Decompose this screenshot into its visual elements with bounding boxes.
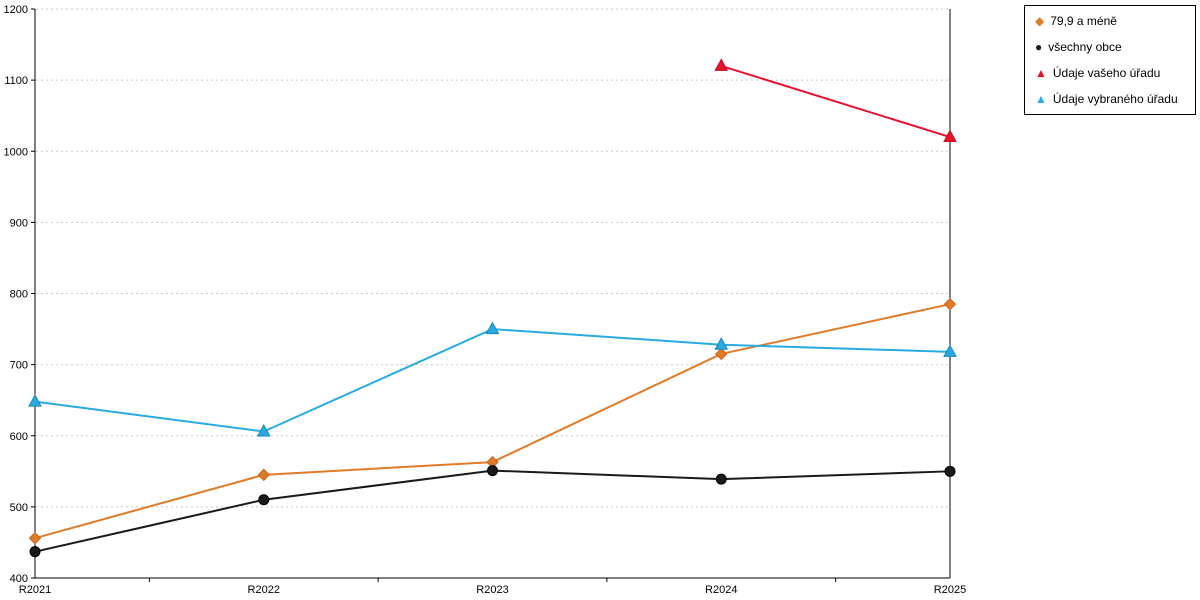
- legend-item: ▲ Údaje vašeho úřadu: [1035, 66, 1185, 80]
- svg-text:400: 400: [10, 573, 28, 585]
- svg-text:900: 900: [10, 217, 28, 229]
- svg-text:R2023: R2023: [476, 584, 508, 596]
- svg-text:800: 800: [10, 289, 28, 301]
- svg-text:1000: 1000: [4, 146, 28, 158]
- legend-label: Údaje vybraného úřadu: [1052, 92, 1178, 106]
- svg-text:500: 500: [10, 502, 28, 514]
- legend-item: ◆ 79,9 a méně: [1035, 14, 1185, 28]
- triangle-marker-icon: ▲: [1035, 92, 1047, 106]
- svg-text:700: 700: [10, 360, 28, 372]
- legend-label: 79,9 a méně: [1050, 14, 1117, 28]
- svg-text:R2025: R2025: [934, 584, 966, 596]
- legend-label: Údaje vašeho úřadu: [1052, 66, 1161, 80]
- diamond-marker-icon: ◆: [1035, 14, 1045, 28]
- svg-text:R2022: R2022: [248, 584, 280, 596]
- circle-marker-icon: ●: [1035, 40, 1043, 54]
- legend-item: ● všechny obce: [1035, 40, 1185, 54]
- svg-text:1100: 1100: [4, 75, 28, 87]
- legend: ◆ 79,9 a méně ● všechny obce ▲ Údaje vašeho ú…: [1024, 5, 1196, 115]
- legend-label: všechny obce: [1048, 40, 1122, 54]
- triangle-marker-icon: ▲: [1035, 66, 1047, 80]
- svg-text:R2021: R2021: [19, 584, 51, 596]
- svg-text:1200: 1200: [4, 4, 28, 16]
- legend-item: ▲ Údaje vybraného úřadu: [1035, 92, 1185, 106]
- svg-text:R2024: R2024: [705, 584, 737, 596]
- svg-text:600: 600: [10, 431, 28, 443]
